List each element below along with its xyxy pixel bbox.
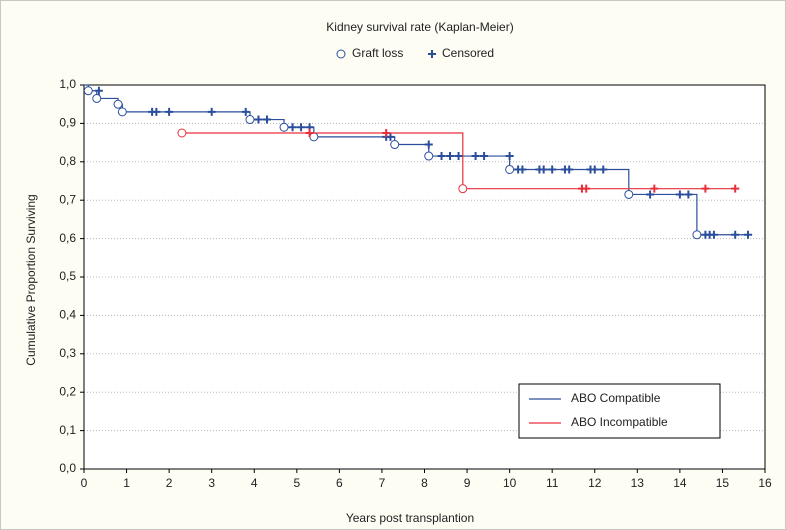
legend-label: ABO Incompatible (571, 415, 668, 429)
x-axis-label: Years post transplantion (346, 511, 474, 525)
graft-loss-marker (83, 86, 93, 96)
x-tick-label: 8 (421, 476, 428, 490)
censored-marker (297, 123, 306, 132)
y-tick-label: 0,9 (59, 116, 76, 130)
graft-loss-marker (117, 107, 127, 117)
x-tick-label: 5 (293, 476, 300, 490)
censored-marker (548, 165, 557, 174)
censored-marker (454, 152, 463, 161)
graft-loss-marker (692, 230, 702, 240)
y-tick-label: 0,0 (59, 461, 76, 475)
y-axis-label: Cumulative Proportion Surviving (24, 194, 38, 365)
y-tick-label: 0,5 (59, 269, 76, 283)
censored-marker (446, 152, 455, 161)
legend-box (518, 383, 721, 439)
graft-loss-marker (113, 99, 123, 109)
x-tick-label: 6 (336, 476, 343, 490)
censored-marker (382, 129, 391, 137)
y-tick-label: 0,1 (59, 423, 76, 437)
x-tick-label: 4 (251, 476, 258, 490)
plot-frame (83, 84, 766, 470)
x-tick-label: 3 (208, 476, 215, 490)
censored-legend-symbol (428, 50, 436, 58)
survival-line (181, 132, 736, 190)
graft-loss-marker (309, 132, 319, 142)
censored-marker (599, 165, 608, 174)
censored-marker (152, 107, 161, 116)
x-tick-label: 12 (588, 476, 602, 490)
legend-label: ABO Compatible (571, 391, 661, 405)
graft-loss-marker (279, 122, 289, 132)
censored-marker (437, 152, 446, 161)
censored-marker (701, 184, 710, 193)
censored-marker (207, 107, 216, 116)
x-tick-label: 9 (464, 476, 471, 490)
y-tick-label: 1,0 (59, 77, 76, 91)
censored-marker (565, 165, 574, 174)
loss-legend-label: Graft loss (352, 46, 403, 60)
censored-legend-label: Censored (442, 46, 494, 60)
y-tick-label: 0,3 (59, 346, 76, 360)
censored-marker (590, 165, 599, 174)
y-tick-label: 0,7 (59, 192, 76, 206)
graft-loss-marker (92, 93, 102, 103)
censored-marker (480, 152, 489, 161)
y-tick-label: 0,8 (59, 154, 76, 168)
graft-loss-marker (245, 115, 255, 125)
censored-marker (709, 230, 718, 239)
graft-loss-marker (390, 140, 400, 150)
x-tick-label: 2 (166, 476, 173, 490)
x-tick-label: 16 (758, 476, 772, 490)
censored-marker (731, 184, 740, 193)
censored-marker (582, 184, 591, 193)
censored-marker (305, 129, 314, 137)
censored-marker (518, 165, 527, 174)
censored-marker (288, 123, 297, 132)
censored-marker (743, 230, 752, 239)
censored-marker (646, 190, 655, 199)
censored-marker (386, 132, 395, 141)
censored-marker (94, 86, 103, 95)
x-tick-label: 15 (716, 476, 730, 490)
graft-loss-marker (624, 189, 634, 199)
x-tick-label: 7 (379, 476, 386, 490)
censored-marker (539, 165, 548, 174)
graft-loss-marker (424, 151, 434, 161)
censored-marker (731, 230, 740, 239)
censored-marker (505, 152, 514, 161)
censored-marker (241, 107, 250, 116)
censored-marker (650, 184, 659, 193)
y-tick-label: 0,4 (59, 308, 76, 322)
censored-marker (263, 115, 272, 124)
graft-loss-marker (505, 164, 515, 174)
loss-legend-symbol (336, 49, 346, 59)
x-tick-label: 14 (673, 476, 687, 490)
x-tick-label: 0 (81, 476, 88, 490)
y-tick-label: 0,2 (59, 384, 76, 398)
censored-marker (165, 107, 174, 116)
censored-marker (684, 190, 693, 199)
censored-marker (675, 190, 684, 199)
censored-marker (424, 140, 433, 149)
x-tick-label: 13 (631, 476, 645, 490)
graft-loss-marker (458, 184, 468, 194)
chart-title: Kidney survival rate (Kaplan-Meier) (326, 20, 513, 34)
censored-marker (254, 115, 263, 124)
x-tick-label: 10 (503, 476, 517, 490)
graft-loss-marker (177, 128, 187, 138)
x-tick-label: 1 (123, 476, 130, 490)
censored-marker (471, 152, 480, 161)
y-tick-label: 0,6 (59, 231, 76, 245)
x-tick-label: 11 (546, 476, 559, 490)
